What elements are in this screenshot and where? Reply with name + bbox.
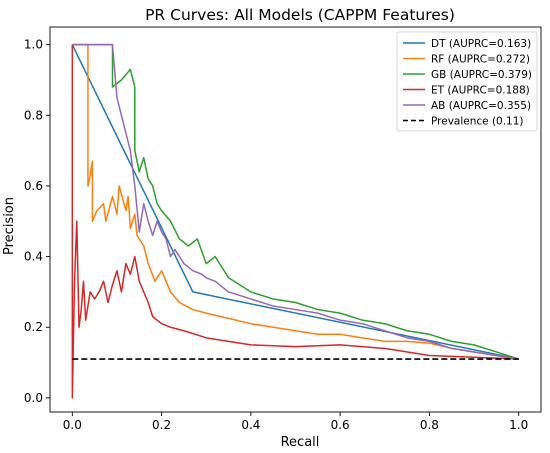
plot-frame [49,26,542,413]
legend-entry: ET (AUPRC=0.188) [431,85,530,97]
x-tick-label: 0.6 [331,418,350,432]
legend-entry: DT (AUPRC=0.163) [431,38,531,50]
y-tick-label: 0.8 [24,108,43,122]
y-tick-label: 0.6 [24,179,43,193]
x-axis-label: Recall [281,435,320,450]
series-line-0 [71,44,519,360]
x-tick-label: 0.0 [63,418,82,432]
series-line-3 [71,44,519,399]
chart-title: PR Curves: All Models (CAPPM Features) [145,6,455,24]
y-tick-label: 0.2 [24,320,43,334]
plot-area: 0.0 0.2 0.4 0.6 0.8 1.0 0.0 0.2 0.4 0.6 0.8 1.0 DT (… [24,26,542,432]
y-tick-label: 0.0 [24,391,43,405]
y-tick-label: 0.4 [24,250,43,264]
x-tick-label: 0.4 [241,418,260,432]
legend-entry: RF (AUPRC=0.272) [431,54,530,66]
legend-entry: GB (AUPRC=0.379) [431,69,532,81]
legend-entry: Prevalence (0.11) [431,116,524,128]
y-tick-label: 1.0 [24,38,43,52]
legend-box [396,31,538,132]
x-tick-label: 0.2 [152,418,171,432]
legend-entry: AB (AUPRC=0.355) [431,100,531,112]
x-tick-label: 0.8 [420,418,439,432]
x-tick-label: 1.0 [509,418,528,432]
series-line-1 [72,43,519,360]
series-line-2 [72,43,519,360]
y-axis-label: Precision [2,197,17,255]
series-line-4 [72,43,519,360]
